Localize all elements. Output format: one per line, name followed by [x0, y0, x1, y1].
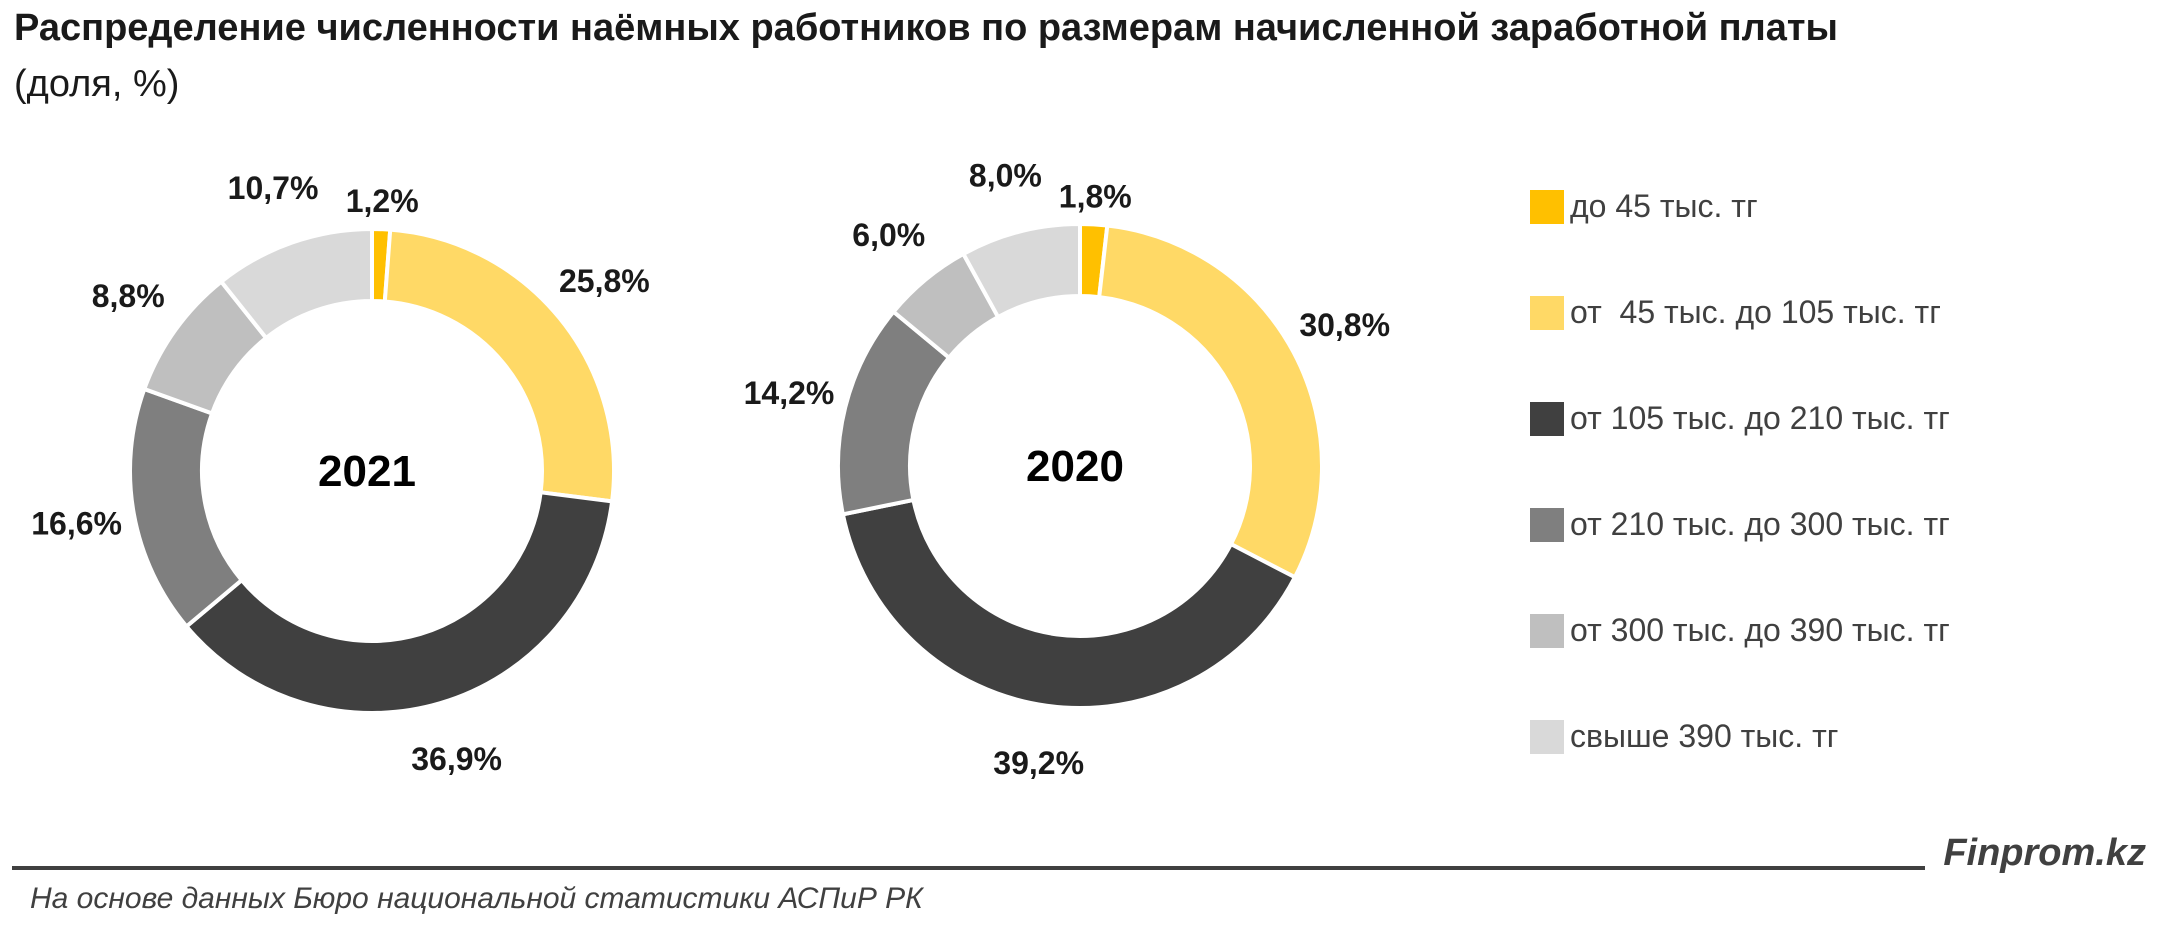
legend-swatch — [1530, 720, 1564, 754]
brand-logo: Finprom.kz — [1943, 832, 2146, 874]
source-note: На основе данных Бюро национальной стати… — [30, 882, 923, 915]
slice-value-label: 8,0% — [969, 157, 1042, 193]
legend-item: от 300 тыс. до 390 тыс. тг — [1530, 612, 1950, 718]
legend-item: до 45 тыс. тг — [1530, 188, 1950, 294]
legend-label: до 45 тыс. тг — [1570, 188, 1758, 224]
chart-title: Распределение численности наёмных работн… — [14, 7, 1838, 49]
legend-item: свыше 390 тыс. тг — [1530, 718, 1950, 824]
slice-value-label: 39,2% — [993, 745, 1084, 781]
donut-slice — [960, 221, 1082, 320]
donut-slice — [382, 227, 616, 504]
donut-slice — [840, 497, 1298, 710]
donut-slice — [128, 386, 245, 630]
chart-subtitle: (доля, %) — [14, 63, 180, 105]
slice-value-label: 10,7% — [228, 170, 319, 206]
donut-slice — [218, 226, 374, 341]
legend-label: от 105 тыс. до 210 тыс. тг — [1570, 400, 1950, 436]
legend-item: от 210 тыс. до 300 тыс. тг — [1530, 506, 1950, 612]
slice-value-label: 8,8% — [92, 278, 165, 314]
slice-value-label: 6,0% — [852, 217, 925, 253]
legend-item: от 105 тыс. до 210 тыс. тг — [1530, 400, 1950, 506]
legend-swatch — [1530, 508, 1564, 542]
footer-divider — [12, 866, 1925, 870]
slice-value-label: 30,8% — [1299, 307, 1390, 343]
donut-slice — [1096, 223, 1324, 580]
slice-value-label: 25,8% — [559, 263, 650, 299]
slice-value-label: 16,6% — [31, 506, 122, 542]
legend-item: от 45 тыс. до 105 тыс. тг — [1530, 294, 1950, 400]
legend-label: от 210 тыс. до 300 тыс. тг — [1570, 506, 1950, 542]
legend-swatch — [1530, 190, 1564, 224]
legend-label: от 45 тыс. до 105 тыс. тг — [1570, 294, 1941, 330]
legend: до 45 тыс. тг от 45 тыс. до 105 тыс. тг … — [1530, 188, 1950, 824]
donut-center-label: 2020 — [1026, 442, 1124, 491]
legend-label: от 300 тыс. до 390 тыс. тг — [1570, 612, 1950, 648]
slice-value-label: 1,8% — [1059, 178, 1132, 214]
donut-center-label: 2021 — [318, 447, 416, 496]
legend-swatch — [1530, 402, 1564, 436]
legend-swatch — [1530, 296, 1564, 330]
slice-value-label: 1,2% — [346, 183, 419, 219]
slice-value-label: 14,2% — [744, 375, 835, 411]
donut-slice — [183, 490, 615, 715]
legend-label: свыше 390 тыс. тг — [1570, 718, 1839, 754]
legend-swatch — [1530, 614, 1564, 648]
slice-value-label: 36,9% — [411, 741, 502, 777]
donut-charts: 1,2% 25,8% 36,9% 16,6% 8,8% 10,7% 2021 1,8% 30,8… — [31, 157, 1390, 781]
